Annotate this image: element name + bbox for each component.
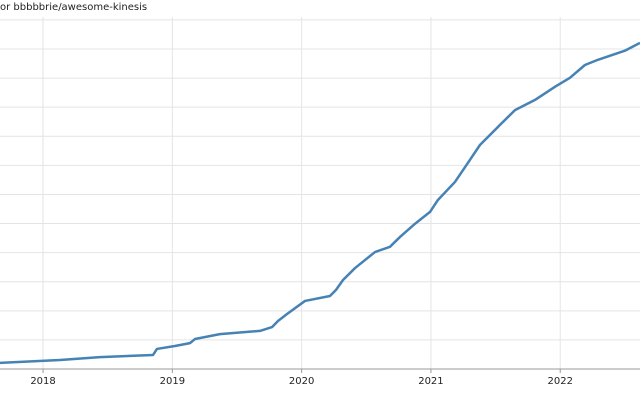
- x-tick-label: 2021: [418, 376, 443, 387]
- x-tick-label: 2022: [547, 376, 572, 387]
- x-tick-label: 2019: [160, 376, 185, 387]
- chart-title: or bbbbbrie/awesome-kinesis: [0, 2, 147, 13]
- x-tick-label: 2020: [289, 376, 314, 387]
- data-line: [0, 41, 640, 365]
- x-tick-label: 2018: [30, 376, 55, 387]
